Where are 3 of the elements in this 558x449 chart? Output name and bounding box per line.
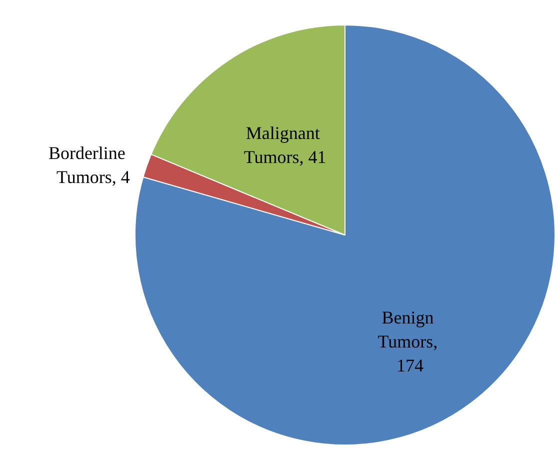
data-label: Benign Tumors, 174 [378, 307, 442, 376]
data-label: Borderline Tumors, 4 [48, 142, 130, 187]
data-label: Malignant Tumors, 41 [244, 123, 326, 168]
